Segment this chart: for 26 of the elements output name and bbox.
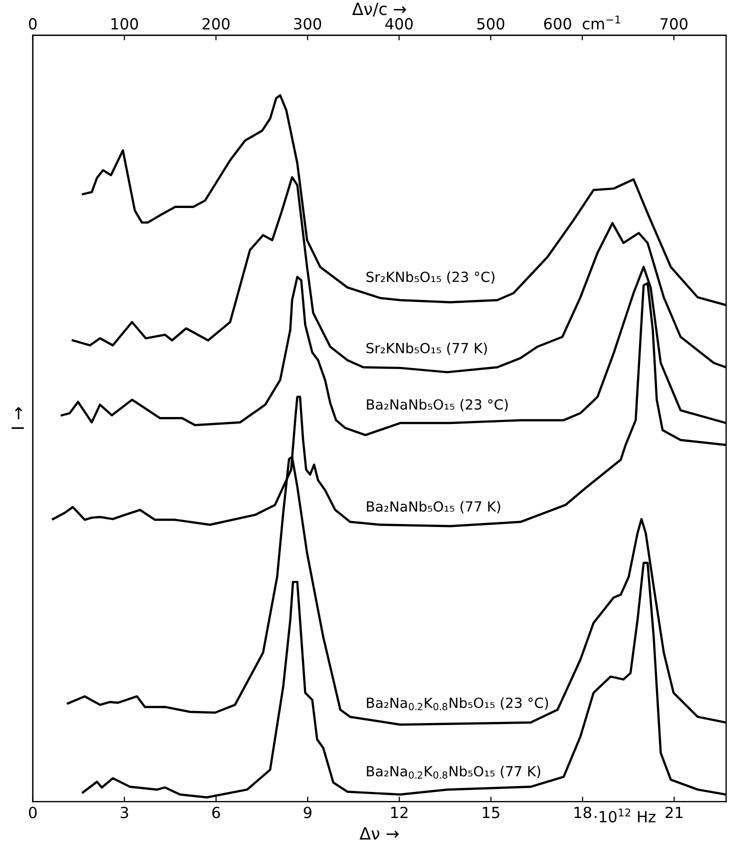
x-tick-label: 6 [212, 806, 220, 818]
x2-tick-label: 300 [294, 18, 322, 30]
x-tick-label: 21 [666, 806, 682, 818]
x-tick-label: 15 [482, 806, 500, 818]
x-tick-label: 18 [574, 806, 592, 818]
text: ·10$^{12}$ Hz [594, 808, 656, 822]
y-axis-title: I → [12, 407, 24, 429]
series-label: Sr₂KNb₅O₁₅ (77 K) [366, 342, 487, 355]
x2-tick-label: 400 [385, 18, 413, 30]
series-label: Ba₂NaNb₅O₁₅ (23 °C) [366, 398, 508, 412]
x2-axis-title: Δν/c → [352, 2, 406, 17]
x-tick-label: 9 [304, 806, 312, 818]
series-label: Ba₂NaNb₅O₁₅ (77 K) [366, 500, 500, 514]
series-label: Ba₂Na$_{0.2}$K$_{0.8}$Nb₅O₁₅ (77 K) [366, 766, 540, 779]
x2-tick-label: 500 [477, 18, 504, 30]
series-label: Ba₂Na$_{0.2}$K$_{0.8}$Nb₅O₁₅ (23 °C) [366, 697, 548, 710]
x-axis-title: Δν → [360, 827, 399, 840]
x2-tick-label: 600 cm$^{−1}$ [544, 16, 620, 30]
x-tick-label: 12 [391, 806, 408, 818]
x2-tick-label: 0 [28, 18, 37, 30]
x-tick-label: 3 [120, 806, 128, 818]
x-tick-label: 0 [28, 806, 37, 818]
series-label: Sr₂KNb₅O₁₅ (23 °C) [366, 271, 494, 284]
x2-tick-label: 100 [111, 18, 138, 30]
x2-tick-label: 700 [660, 18, 688, 30]
x2-tick-label: 200 [202, 18, 230, 30]
